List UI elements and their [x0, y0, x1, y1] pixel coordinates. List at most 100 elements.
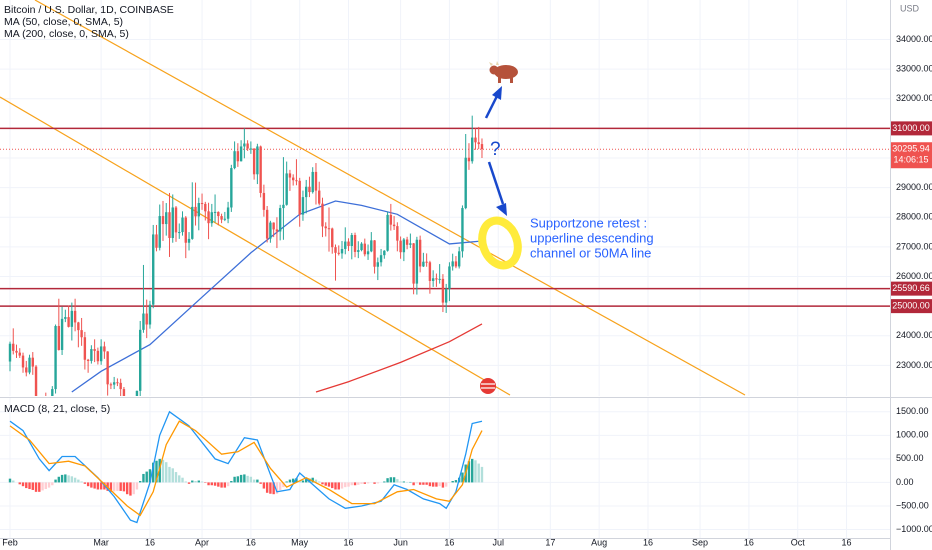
macd-histogram-bar [285, 481, 288, 483]
candle-body [467, 157, 471, 162]
candle-body [256, 146, 259, 175]
macd-histogram-bar [73, 477, 77, 483]
candle-body [122, 389, 126, 396]
macd-histogram-bar [213, 482, 217, 486]
macd-histogram-bar [415, 482, 419, 484]
arrows [484, 86, 507, 216]
candle-body [318, 190, 321, 204]
candle-body [249, 148, 253, 150]
y-tick-label: −1000.00 [896, 524, 932, 534]
macd-histogram-bar [438, 482, 441, 487]
candle-body [461, 208, 464, 252]
x-tick-label: Aug [591, 537, 607, 547]
x-tick-label: 16 [344, 537, 354, 547]
macd-histogram-bar [471, 458, 474, 483]
macd-histogram-bar [340, 482, 344, 489]
macd-histogram-bar [376, 482, 380, 484]
candle-body [441, 278, 445, 303]
candle-body [288, 173, 292, 178]
macd-histogram-bar [366, 482, 370, 484]
candle-body [207, 211, 210, 224]
macd-histogram-bar [301, 480, 305, 483]
candle-body [119, 382, 122, 390]
macd-histogram-bar [174, 472, 178, 483]
candle-body [60, 318, 64, 350]
macd-histogram-bar [96, 482, 100, 490]
macd-histogram-bar [158, 458, 161, 483]
candle-body [223, 218, 227, 220]
candle-body [405, 239, 409, 245]
candle-body [86, 359, 90, 361]
candle-body [347, 241, 350, 246]
macd-histogram-bar [230, 481, 233, 483]
macd-histogram-bar [399, 481, 402, 483]
macd-histogram-bar [132, 482, 135, 495]
macd-histogram-bar [31, 482, 34, 490]
candle-body [99, 346, 103, 362]
candle-body [129, 444, 131, 449]
macd-histogram-bar [318, 481, 321, 483]
macd-histogram-bar [142, 473, 145, 483]
macd-histogram-bar [67, 475, 70, 483]
candle-body [340, 248, 344, 254]
macd-histogram-bar [116, 482, 119, 491]
candle-body [357, 250, 360, 252]
x-tick-label: 16 [145, 537, 155, 547]
countdown: 14:06:15 [893, 155, 928, 165]
macd-histogram-bar [461, 472, 464, 483]
macd-line [9, 420, 483, 517]
candle-body [220, 216, 223, 220]
macd-histogram-bar [168, 466, 171, 483]
candle-body [67, 317, 70, 327]
candle-body [83, 337, 87, 360]
candle-body [18, 352, 21, 356]
x-tick-label: 16 [842, 537, 852, 547]
candle-body [165, 212, 168, 225]
macd-histogram-bar [21, 482, 25, 487]
currency: USD [900, 3, 920, 13]
macd-histogram-bar [402, 481, 406, 483]
macd-histogram-bar [152, 462, 155, 483]
level-label: 25000.00 [892, 301, 930, 311]
candle-body [103, 346, 106, 352]
macd-histogram-bar [298, 481, 301, 483]
macd-histogram-bar [12, 480, 15, 483]
candle-body [308, 186, 311, 193]
x-tick-label: Jul [492, 537, 504, 547]
candle-body [77, 322, 80, 331]
macd-histogram-bar [435, 482, 438, 487]
candle-body [396, 226, 399, 241]
candle-body [415, 239, 419, 284]
y-tick-label: 26000.00 [896, 271, 932, 281]
macd-histogram-bar [93, 482, 96, 489]
candle-body [112, 382, 116, 385]
macd-histogram-bar [259, 482, 262, 484]
price-marks [0, 115, 890, 449]
y-tick-label: 1500.00 [896, 406, 929, 416]
macd-histogram-bar [321, 482, 324, 485]
macd-histogram-bar [256, 479, 259, 483]
candle-body [8, 343, 12, 362]
candle-body [262, 192, 266, 210]
macd-histogram-bar [275, 482, 279, 494]
macd-histogram-bar [191, 480, 194, 483]
event-icon [480, 378, 496, 394]
macd-histogram-bar [210, 482, 214, 486]
candle-body [135, 390, 139, 396]
macd-histogram-bar [334, 482, 337, 490]
macd-histogram-bar [308, 478, 311, 483]
candle-body [298, 180, 301, 215]
question-mark: ? [490, 139, 501, 160]
candle-body [243, 143, 246, 147]
y-tick-label: 23000.00 [896, 360, 932, 370]
macd-histogram-bar [54, 479, 57, 483]
y-tick-label: −500.00 [896, 500, 929, 510]
candle-body [34, 366, 38, 396]
macd-histogram-bar [181, 477, 184, 483]
macd-histogram-bar [57, 476, 61, 483]
candle-body [155, 234, 158, 248]
candle-body [217, 211, 220, 217]
candle-body [282, 204, 285, 209]
x-tick-label: 16 [246, 537, 256, 547]
macd-histogram-bar [112, 482, 116, 492]
